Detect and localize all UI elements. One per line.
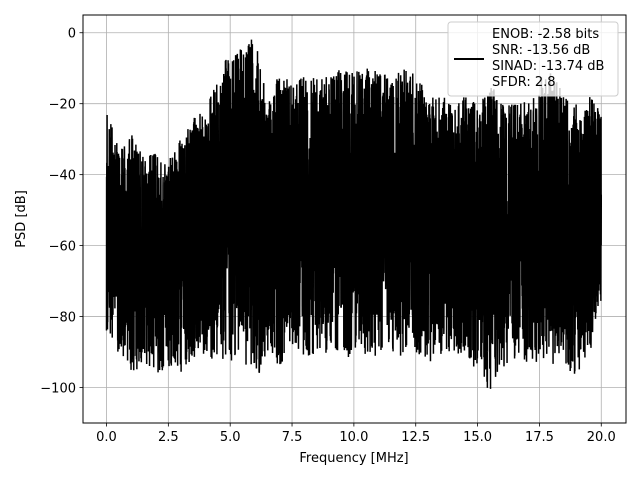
x-tick-label: 5.0	[220, 430, 241, 445]
x-tick-label: 10.0	[339, 430, 368, 445]
x-tick-label: 7.5	[282, 430, 303, 445]
y-tick-label: −60	[49, 240, 76, 255]
x-tick-label: 15.0	[463, 430, 492, 445]
legend-line-sfdr: SFDR: 2.8	[492, 75, 556, 90]
x-axis-label: Frequency [MHz]	[299, 451, 408, 466]
y-axis-label: PSD [dB]	[14, 190, 29, 248]
y-tick-label: −100	[40, 382, 76, 397]
x-tick-label: 0.0	[96, 430, 117, 445]
legend-line-snr: SNR: -13.56 dB	[492, 43, 590, 58]
x-axis-ticks: 0.0 2.5 5.0 7.5 10.0 12.5 15.0 17.5 20.0	[96, 423, 616, 445]
legend: ENOB: -2.58 bits SNR: -13.56 dB SINAD: -…	[447, 21, 619, 97]
y-tick-label: −20	[49, 98, 76, 113]
y-axis-ticks: 0 −20 −40 −60 −80 −100	[40, 27, 83, 397]
x-tick-label: 12.5	[401, 430, 430, 445]
y-tick-label: −40	[49, 169, 76, 184]
psd-series-line	[105, 39, 603, 389]
x-tick-label: 17.5	[525, 430, 554, 445]
y-tick-label: 0	[68, 27, 76, 42]
y-tick-label: −80	[49, 311, 76, 326]
x-tick-label: 2.5	[158, 430, 179, 445]
psd-trace	[105, 39, 603, 389]
plot-area-frame	[82, 14, 627, 424]
legend-line-enob: ENOB: -2.58 bits	[492, 27, 599, 42]
x-tick-label: 20.0	[587, 430, 616, 445]
legend-box	[447, 21, 619, 97]
legend-line-sinad: SINAD: -13.74 dB	[492, 59, 604, 74]
